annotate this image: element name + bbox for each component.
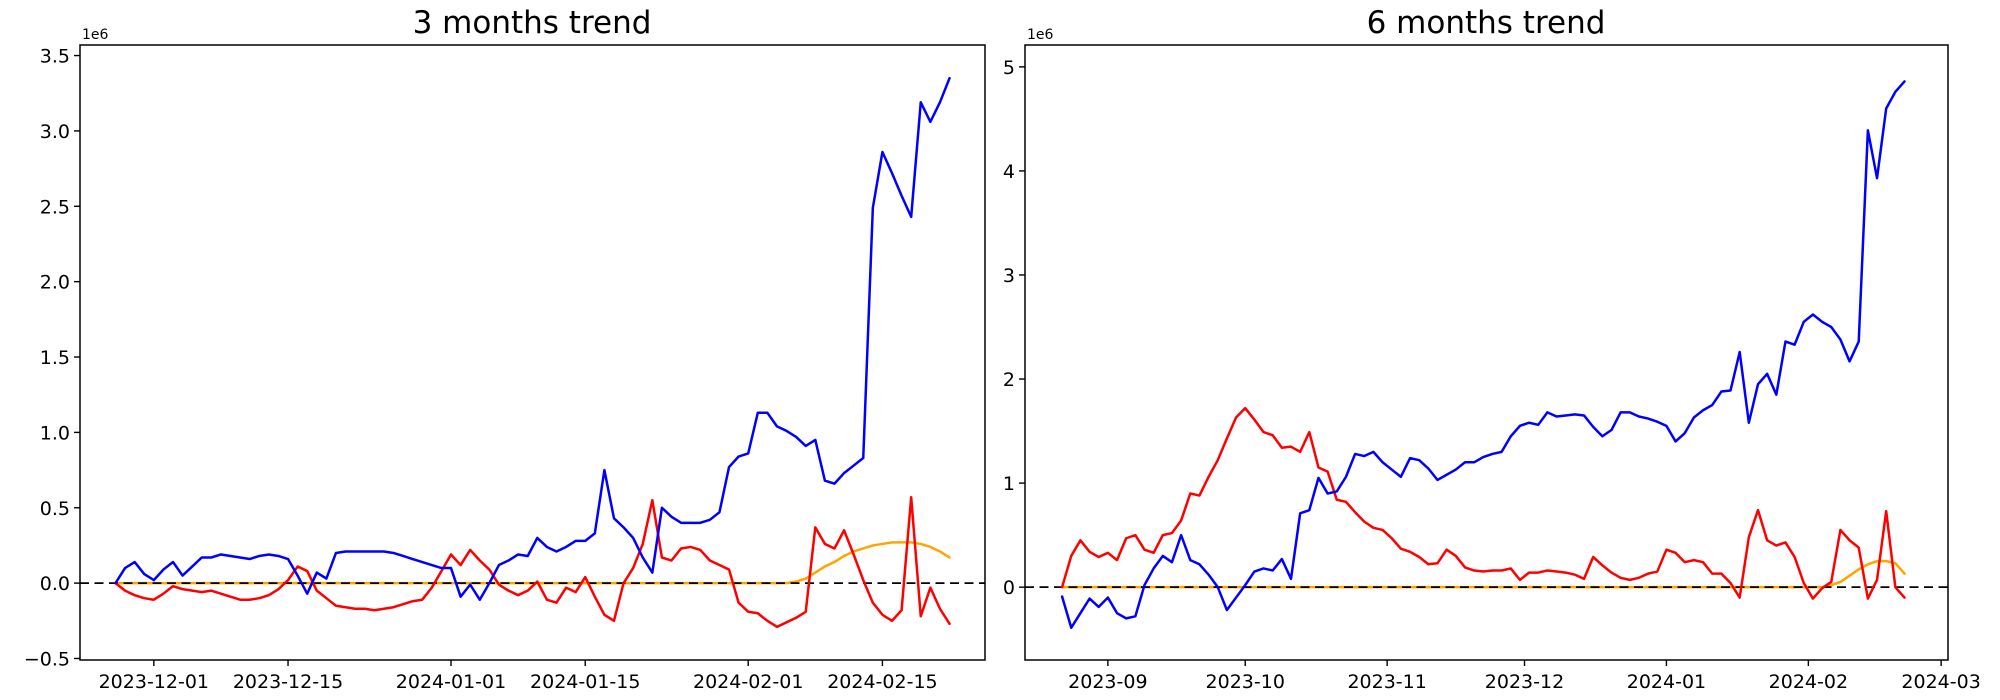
series-red-line [114,495,951,629]
x-tick-label: 2024-01-01 [396,671,506,693]
series-orange-line [1060,559,1906,589]
plot-area-3-months: 2023-12-01 2023-12-15 2024-01-01 2024-01-15… [24,44,986,693]
x-tick-label: 2024-02-15 [827,671,937,693]
x-tick-label: 2024-03 [1901,671,1980,693]
x-tick-label: 2024-01 [1627,671,1706,693]
x-tick-label: 2023-12-01 [99,671,209,693]
x-tick-label: 2023-12 [1485,671,1564,693]
chart-6-months: 6 months trend 1e6 2023-09 2023-10 2023-11… [1003,5,1981,693]
chart-title: 6 months trend [1367,5,1606,41]
y-tick-label: 0.5 [40,498,70,520]
y-tick-label: 3 [1003,265,1015,287]
y-tick-label: 4 [1003,161,1015,183]
y-tick-label: 3.0 [40,121,70,143]
chart-3-months: 3 months trend 1e6 2023-12-01 2023-12-15 2… [24,5,986,693]
y-tick-label: 2.0 [40,272,70,294]
plot-border [1024,44,1949,661]
plot-border [79,44,986,661]
plot-area-6-months: 2023-09 2023-10 2023-11 2023-12 2024-01 2024-… [1003,44,1981,693]
y-tick-label: 0.0 [40,573,70,595]
x-tick-label: 2024-02-01 [693,671,803,693]
y-tick-label: −0.5 [24,648,70,670]
y-tick-label: 2.5 [40,196,70,218]
series-blue-line [114,76,951,601]
y-tick-label: 5 [1003,57,1015,79]
x-tick-label: 2024-01-15 [530,671,640,693]
series-red-line [1060,406,1906,600]
series-blue-line [1060,80,1906,629]
y-tick-label: 1.0 [40,422,70,444]
x-tick-label: 2023-12-15 [233,671,343,693]
x-tick-label: 2023-09 [1068,671,1147,693]
y-tick-label: 1.5 [40,347,70,369]
y-axis-offset-label: 1e6 [1027,27,1054,43]
x-tick-label: 2023-11 [1347,671,1426,693]
y-tick-label: 3.5 [40,46,70,68]
y-axis-offset-label: 1e6 [82,27,109,43]
y-tick-label: 0 [1003,577,1015,599]
x-tick-label: 2023-10 [1206,671,1285,693]
y-tick-label: 1 [1003,473,1015,495]
y-tick-label: 2 [1003,369,1015,391]
chart-title: 3 months trend [413,5,652,41]
x-tick-label: 2024-02 [1769,671,1848,693]
